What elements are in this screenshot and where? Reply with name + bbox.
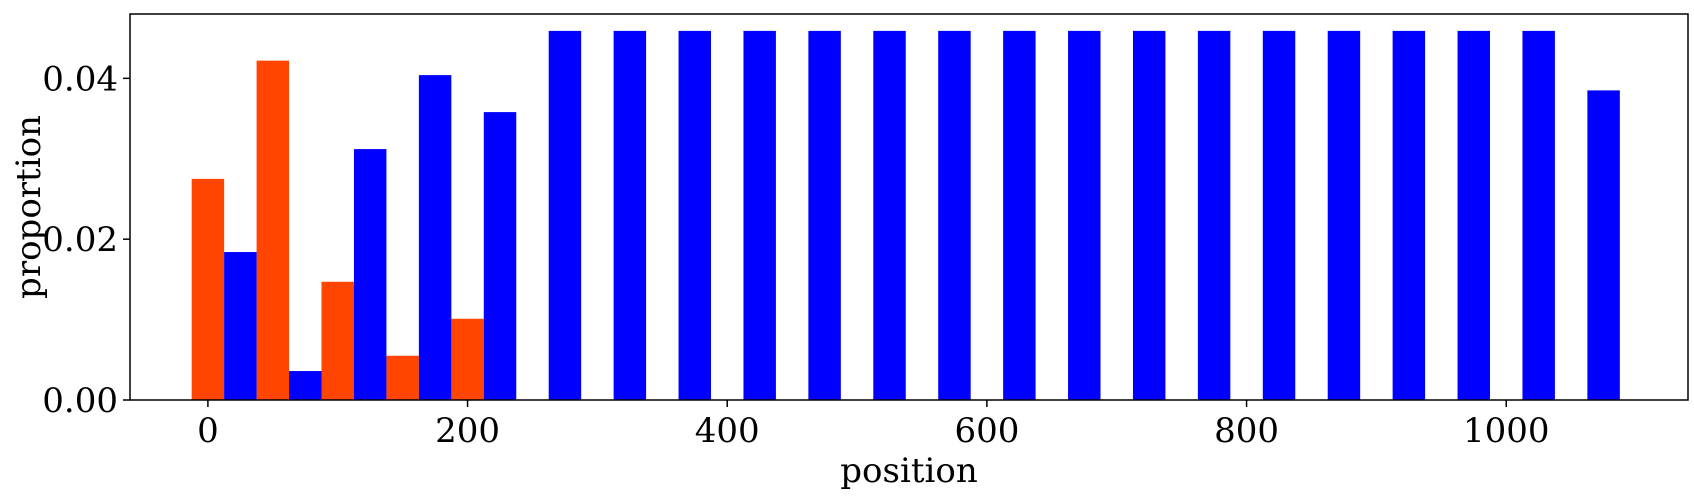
bar-series2-13 xyxy=(1068,30,1101,400)
bar-series2-14 xyxy=(1132,30,1166,400)
bar-series2-20 xyxy=(1522,30,1555,400)
bar-series2-18 xyxy=(1392,30,1426,400)
bar-series1-1 xyxy=(256,60,290,401)
bar-series1-4 xyxy=(451,318,484,400)
x-tick-label: 200 xyxy=(435,411,500,451)
bar-series2-8 xyxy=(743,30,776,400)
bar-series2-10 xyxy=(873,30,906,400)
bar-series2-19 xyxy=(1457,30,1491,400)
bar-series1-3 xyxy=(386,355,419,400)
bar-series2-17 xyxy=(1327,30,1361,400)
y-tick-label: 0.02 xyxy=(42,220,118,260)
bar-series1-2 xyxy=(321,281,354,400)
bar-series2-5 xyxy=(548,30,582,400)
bar-series2-2 xyxy=(353,149,387,400)
x-tick-label: 600 xyxy=(954,411,1019,451)
x-axis-ticks: 0 200 400 600 800 1000 xyxy=(197,400,1549,451)
y-axis-label: proportion xyxy=(9,115,49,299)
bars-group xyxy=(191,30,1620,401)
bar-series2-16 xyxy=(1262,30,1296,400)
bar-series2-9 xyxy=(808,30,841,400)
bar-series2-21 xyxy=(1587,90,1620,400)
bar-series2-11 xyxy=(938,30,971,400)
bar-series2-15 xyxy=(1197,30,1231,400)
x-tick-label: 0 xyxy=(197,411,219,451)
bar-series2-7 xyxy=(678,30,712,400)
bar-series2-1 xyxy=(289,371,322,400)
bar-series2-12 xyxy=(1003,30,1036,400)
bar-series2-0 xyxy=(224,252,257,400)
x-axis-label: position xyxy=(840,451,977,491)
x-tick-label: 1000 xyxy=(1463,411,1550,451)
bar-series1-0 xyxy=(191,178,225,400)
bar-series2-6 xyxy=(613,30,647,400)
x-tick-label: 800 xyxy=(1214,411,1279,451)
y-tick-label: 0.04 xyxy=(42,59,118,99)
x-tick-label: 400 xyxy=(695,411,760,451)
bar-series2-3 xyxy=(418,75,452,400)
plot-frame xyxy=(129,13,1689,401)
y-tick-label: 0.00 xyxy=(42,381,118,421)
y-axis-ticks: 0.00 0.02 0.04 xyxy=(42,59,130,421)
bar-series2-4 xyxy=(483,112,517,400)
